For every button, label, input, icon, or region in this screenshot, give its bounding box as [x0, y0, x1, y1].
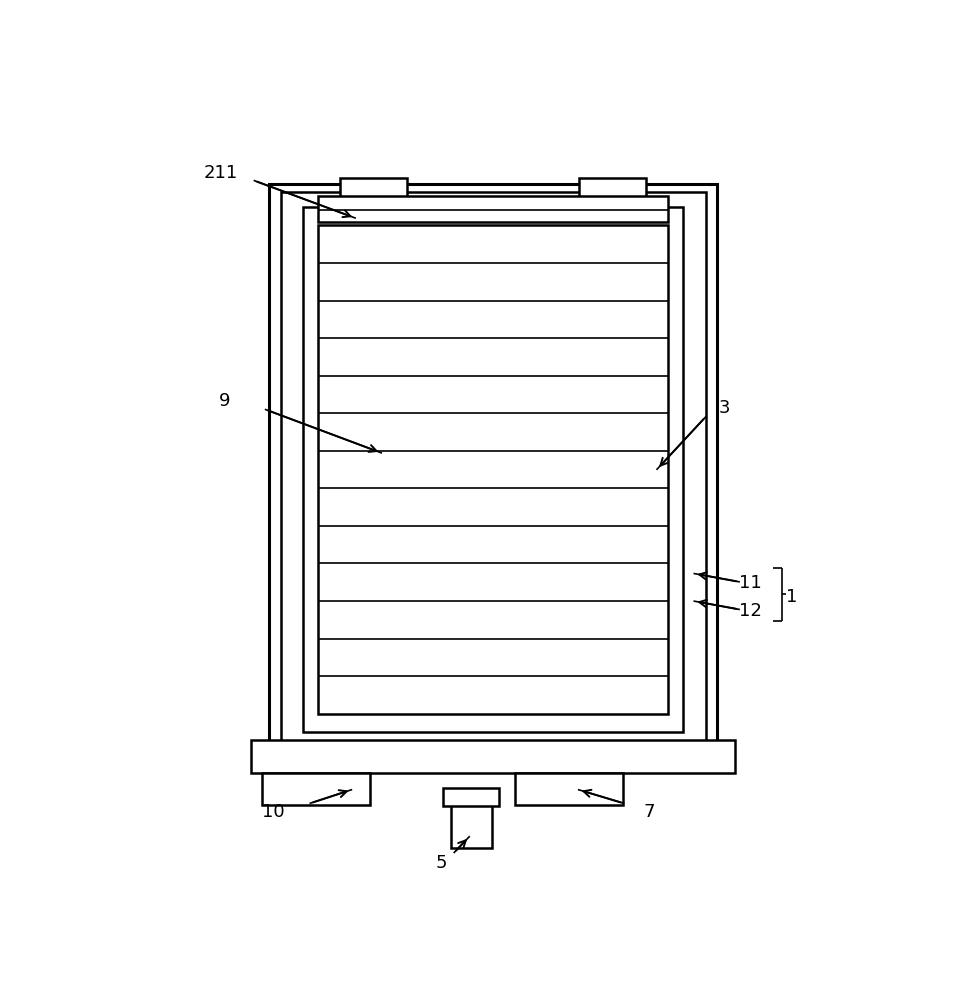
Text: 5: 5	[434, 854, 446, 872]
Bar	[281, 192, 704, 747]
Bar	[317, 225, 668, 714]
Bar	[443, 788, 499, 806]
Text: 1: 1	[785, 588, 796, 606]
Bar	[303, 207, 682, 732]
Bar	[340, 178, 407, 207]
Text: 211: 211	[204, 164, 237, 182]
Bar	[317, 196, 668, 222]
Bar	[515, 773, 623, 805]
Text: 11: 11	[738, 574, 761, 592]
Bar	[261, 773, 370, 805]
Bar	[269, 184, 716, 751]
Bar	[251, 740, 734, 773]
Text: 12: 12	[738, 602, 761, 620]
Bar	[450, 803, 491, 848]
Text: 10: 10	[261, 803, 284, 821]
Text: 9: 9	[219, 392, 230, 410]
Text: 7: 7	[643, 803, 654, 821]
Text: 3: 3	[718, 399, 729, 417]
Bar	[579, 178, 645, 207]
